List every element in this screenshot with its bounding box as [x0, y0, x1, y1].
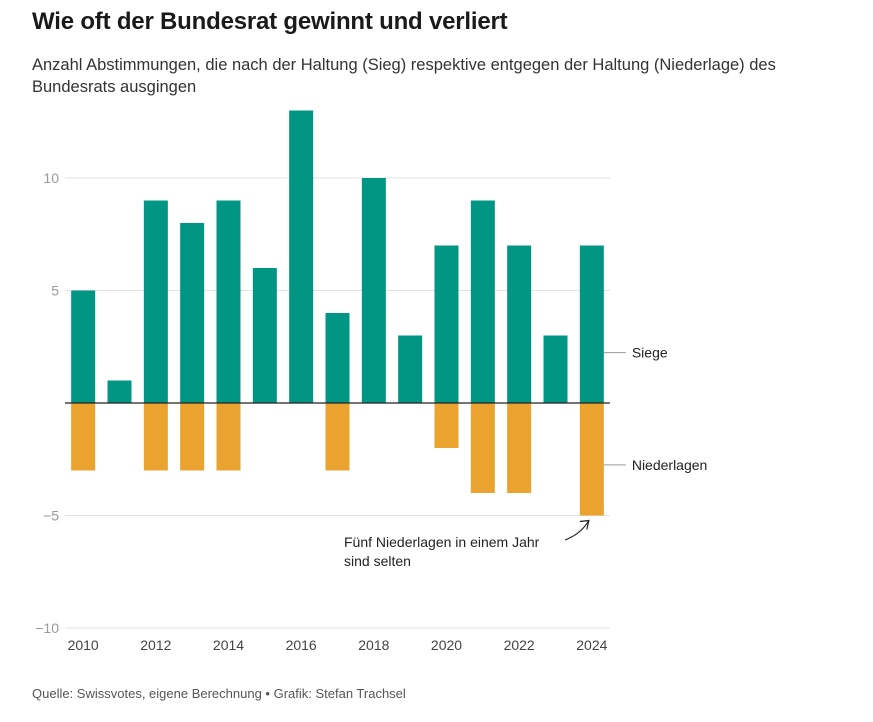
x-tick-label: 2024	[576, 637, 607, 653]
bar-siege-2011	[107, 380, 132, 403]
bar-siege-2018	[361, 178, 386, 403]
bar-siege-2019	[398, 335, 423, 403]
bar-niederlagen-2020	[434, 403, 459, 448]
y-tick-label: −10	[35, 620, 59, 636]
bar-siege-2010	[71, 290, 96, 403]
bar-siege-2015	[252, 268, 277, 403]
bar-siege-2022	[507, 245, 532, 403]
bar-siege-2023	[543, 335, 568, 403]
annotation: Fünf Niederlagen in einem Jahr sind selte…	[344, 519, 590, 569]
y-tick-label: −5	[43, 508, 59, 524]
source-note: Quelle: Swissvotes, eigene Berechnung • …	[32, 686, 406, 701]
x-tick-label: 2016	[286, 637, 317, 653]
annotation-text: sind selten	[344, 553, 411, 569]
annotation-arrow	[564, 520, 590, 541]
bar-niederlagen-2013	[180, 403, 205, 471]
bar-niederlagen-2021	[470, 403, 495, 493]
bar-siege-2014	[216, 200, 241, 403]
x-tick-label: 2010	[68, 637, 99, 653]
bar-niederlagen-2012	[143, 403, 168, 471]
chart-subtitle: Anzahl Abstimmungen, die nach der Haltun…	[32, 56, 776, 96]
annotation-arrowhead	[579, 519, 590, 530]
y-tick-label: 10	[43, 170, 59, 186]
series-label-siege: Siege	[632, 345, 668, 361]
x-tick-label: 2020	[431, 637, 462, 653]
bar-siege-2016	[289, 110, 314, 403]
annotation-text: Fünf Niederlagen in einem Jahr	[344, 534, 540, 550]
bar-niederlagen-2014	[216, 403, 241, 471]
bar-chart: 10 5 −5 −10 2010 2012 2014 2016 2018 2020 2022 202…	[35, 110, 708, 653]
bar-niederlagen-2022	[507, 403, 532, 493]
x-axis: 2010 2012 2014 2016 2018 2020 2022 2024	[68, 637, 608, 653]
bar-niederlagen-2024	[579, 403, 604, 516]
x-tick-label: 2012	[140, 637, 171, 653]
bar-niederlagen-2010	[71, 403, 96, 471]
x-tick-label: 2022	[504, 637, 535, 653]
x-tick-label: 2018	[358, 637, 389, 653]
gridlines	[65, 177, 610, 629]
bar-siege-2024	[579, 245, 604, 403]
bar-siege-2017	[325, 313, 350, 403]
chart-title: Wie oft der Bundesrat gewinnt und verlie…	[32, 8, 508, 35]
series-label-niederlagen: Niederlagen	[632, 457, 708, 473]
bar-siege-2020	[434, 245, 459, 403]
bar-siege-2012	[143, 200, 168, 403]
bar-siege-2013	[180, 223, 205, 403]
series-labels: Siege Niederlagen	[603, 345, 708, 473]
y-tick-label: 5	[51, 283, 59, 299]
y-axis: 10 5 −5 −10	[35, 170, 59, 636]
bar-siege-2021	[470, 200, 495, 403]
x-tick-label: 2014	[213, 637, 244, 653]
bars	[71, 110, 604, 516]
bar-niederlagen-2017	[325, 403, 350, 471]
